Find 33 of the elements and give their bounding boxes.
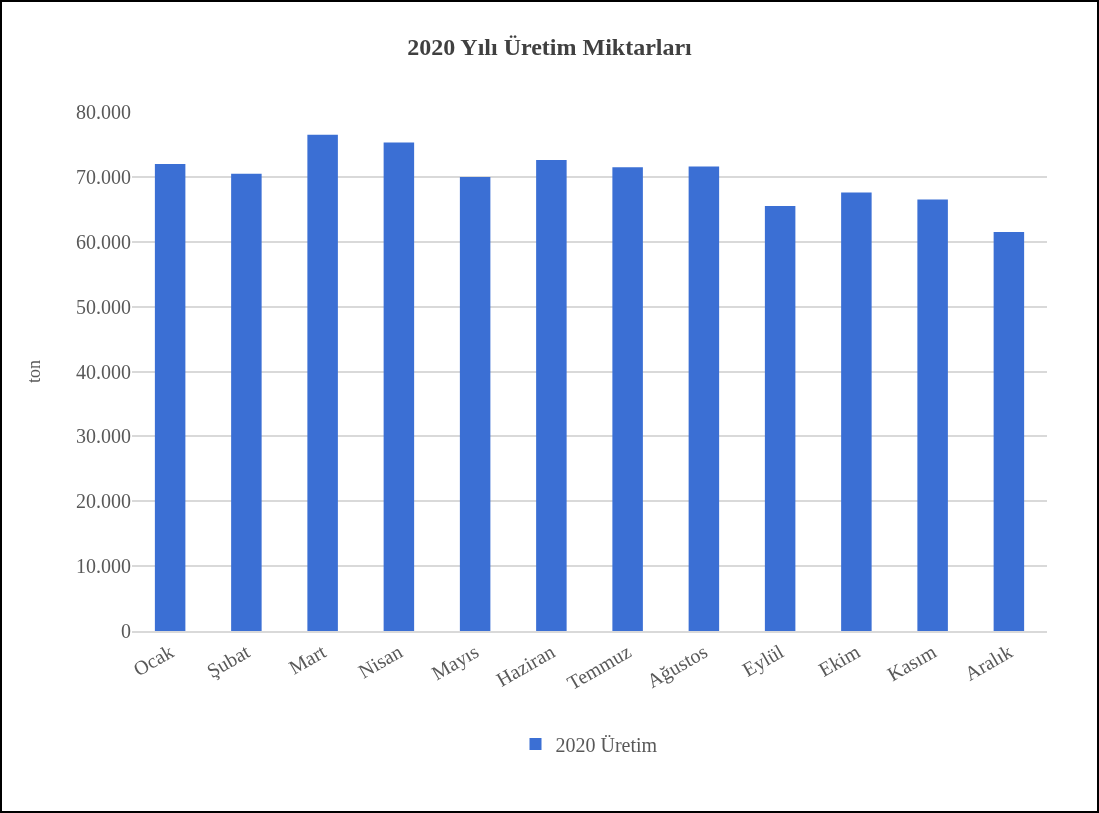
y-tick-label: 50.000 xyxy=(76,295,131,318)
x-tick-label: Şubat xyxy=(202,639,255,683)
bar xyxy=(764,206,796,631)
y-tick-label: 10.000 xyxy=(76,555,131,578)
bar xyxy=(231,173,262,631)
bar xyxy=(917,199,948,631)
x-tick-label: Ocak xyxy=(129,640,178,681)
bar xyxy=(841,192,872,631)
x-tick-label: Kasım xyxy=(883,639,941,686)
x-tick-label: Nisan xyxy=(354,640,406,683)
chart-title: 2020 Yılı Üretim Miktarları xyxy=(407,34,693,61)
y-axis-title: ton xyxy=(24,359,45,384)
bar xyxy=(536,160,567,631)
x-tick-label: Mart xyxy=(284,639,330,679)
legend-label: 2020 Üretim xyxy=(555,733,658,756)
bar xyxy=(154,163,186,631)
bar xyxy=(993,232,1025,631)
bar xyxy=(459,176,491,631)
x-tick-label: Aralık xyxy=(960,640,1016,685)
y-tick-label: 40.000 xyxy=(76,360,131,383)
bar xyxy=(383,142,415,631)
y-tick-label: 60.000 xyxy=(76,230,131,253)
bar xyxy=(307,134,338,631)
y-tick-label: 0 xyxy=(121,620,131,642)
y-tick-label: 80.000 xyxy=(76,101,131,123)
x-tick-label: Mayıs xyxy=(427,639,483,685)
x-tick-label: Ekim xyxy=(814,639,864,681)
bar xyxy=(612,167,643,631)
x-tick-label: Eylül xyxy=(738,639,788,682)
y-tick-label: 30.000 xyxy=(76,425,131,448)
y-tick-label: 70.000 xyxy=(76,165,131,188)
y-tick-label: 20.000 xyxy=(76,490,131,513)
bar xyxy=(688,166,720,631)
